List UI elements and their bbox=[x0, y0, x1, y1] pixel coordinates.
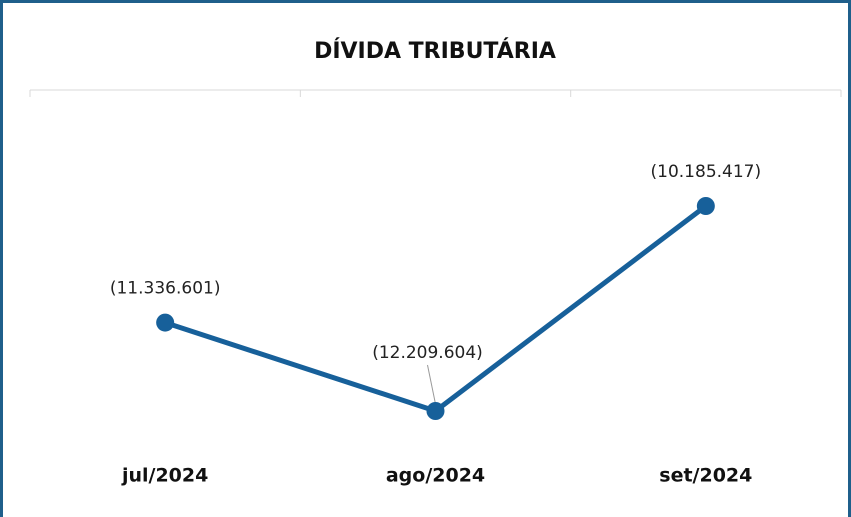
point bbox=[696, 197, 715, 215]
chart-title: DÍVIDA TRIBUTÁRIA bbox=[314, 38, 556, 64]
x-tick-label: ago/2024 bbox=[386, 465, 485, 487]
point bbox=[426, 402, 445, 420]
x-tick-label: jul/2024 bbox=[121, 465, 208, 487]
data-label: (10.185.417) bbox=[651, 162, 762, 182]
x-tick-label: set/2024 bbox=[659, 465, 752, 487]
data-label: (11.336.601) bbox=[110, 279, 221, 299]
point bbox=[156, 313, 175, 332]
leader-line bbox=[427, 364, 436, 405]
data-label: (12.209.604) bbox=[372, 343, 483, 363]
